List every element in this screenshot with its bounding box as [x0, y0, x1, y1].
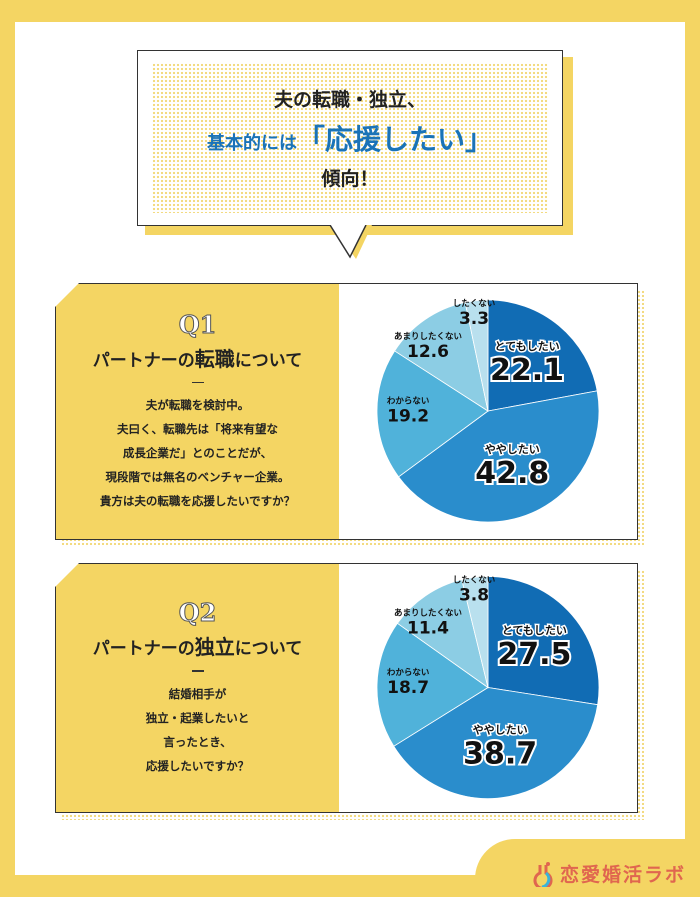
slice-category-label: ややしたい: [473, 723, 528, 736]
headline-bubble: 夫の転職・独立、 基本的には「応援したい」 傾向！: [137, 50, 563, 226]
question-number: Q2: [178, 598, 217, 628]
question-title: パートナーの独立について: [92, 635, 303, 660]
pie-slice-5: [461, 576, 489, 688]
flask-icon: [533, 861, 553, 887]
slice-value-label: 22.1: [490, 353, 564, 388]
slice-category-label: とてもしたい: [502, 624, 567, 637]
logo-tab: 恋愛婚活ラボ: [475, 839, 700, 897]
slice-category-label: したくない: [453, 298, 496, 309]
pie-slice-2: [393, 687, 599, 799]
slice-value-label: 3.8: [459, 586, 489, 606]
slice-value-label: 11.4: [407, 619, 449, 639]
slice-category-label: わからない: [387, 397, 430, 407]
pie-slice-1: [487, 576, 600, 706]
slice-category-label: あまりしたくない: [394, 331, 462, 342]
bubble-tail: [329, 225, 372, 259]
pie-slice-4: [396, 579, 489, 689]
question-card-2: Q2 パートナーの独立について 結婚相手が 独立・起業したいと 言ったとき、 応援した…: [55, 563, 638, 813]
pie-slice-5: [464, 299, 489, 412]
pie-slice-3: [376, 350, 489, 478]
slice-value-label: 27.5: [497, 637, 571, 672]
slice-category-label: わからない: [387, 668, 430, 678]
slice-value-label: 18.7: [387, 678, 429, 698]
pie-slice-3: [376, 622, 489, 747]
question-body: 結婚相手が 独立・起業したいと 言ったとき、 応援したいですか？: [145, 686, 250, 773]
slice-value-label: 42.8: [475, 456, 549, 491]
headline-line2: 基本的には「応援したい」: [206, 123, 493, 156]
question-card-1: Q1 パートナーの転職について 夫が転職を検討中。 夫曰く、転職先は「将来有望な成…: [55, 283, 638, 540]
slice-category-label: あまりしたくない: [394, 608, 462, 619]
headline-line3: 傾向！: [321, 168, 379, 190]
pie-slice-2: [398, 390, 600, 523]
slice-category-label: したくない: [453, 575, 496, 586]
slice-category-label: ややしたい: [485, 443, 540, 456]
slice-value-label: 12.6: [407, 342, 449, 362]
slice-value-label: 19.2: [387, 407, 429, 427]
logo: 恋愛婚活ラボ: [532, 860, 686, 887]
slice-value-label: 38.7: [463, 736, 537, 771]
question-number: Q1: [178, 309, 217, 339]
headline-emphasis: 「応援したい」: [296, 123, 493, 156]
pie-slice-1: [487, 299, 598, 412]
question-body: 夫が転職を検討中。 夫曰く、転職先は「将来有望な 成長企業だ」とのことだが、 現段階で…: [99, 398, 296, 509]
slice-value-label: 3.3: [459, 309, 489, 329]
headline-line1: 夫の転職・独立、: [273, 89, 426, 111]
question-title: パートナーの転職について: [92, 346, 303, 371]
pie-slice-4: [394, 301, 489, 412]
logo-text: 恋愛婚活ラボ: [559, 864, 686, 886]
slice-category-label: とてもしたい: [494, 340, 559, 353]
